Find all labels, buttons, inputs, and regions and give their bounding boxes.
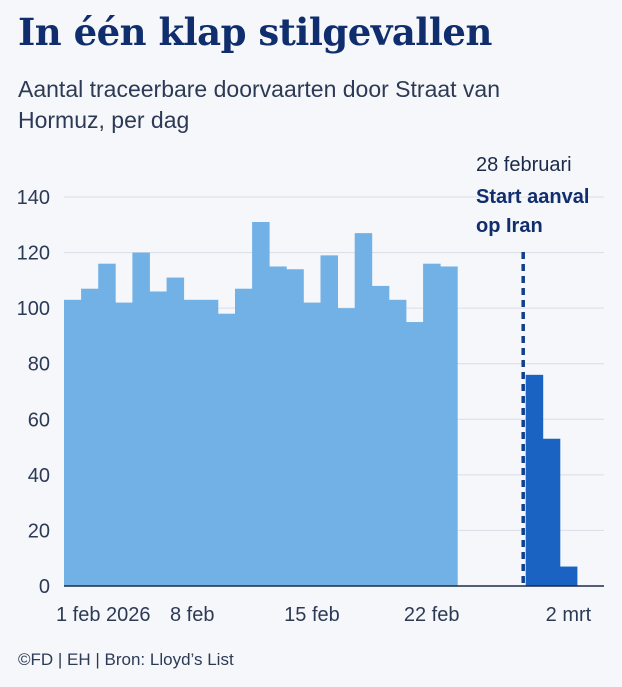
bar-20-feb bbox=[388, 299, 407, 586]
bar-16-feb bbox=[320, 255, 338, 586]
bar-18-feb bbox=[354, 233, 373, 586]
bar-11-feb bbox=[235, 288, 253, 586]
y-tick-label-120: 120 bbox=[17, 243, 50, 265]
y-tick-label-0: 0 bbox=[39, 576, 50, 598]
x-tick-label-8-feb: 8 feb bbox=[170, 604, 214, 626]
bar-4-feb bbox=[115, 302, 133, 586]
y-tick-label-80: 80 bbox=[28, 354, 50, 376]
bar-23-feb bbox=[440, 266, 458, 586]
chart-title: In één klap stilgevallen bbox=[18, 10, 492, 54]
annotation-event-line1: Start aanval bbox=[476, 186, 589, 208]
bar-14-feb bbox=[286, 269, 304, 586]
bar-3-feb bbox=[98, 263, 116, 586]
bar-13-feb bbox=[269, 266, 287, 586]
annotation-event-line2: op Iran bbox=[476, 215, 543, 237]
x-tick-label-22-feb: 22 feb bbox=[404, 604, 460, 626]
bar-17-feb bbox=[337, 308, 356, 586]
bars bbox=[64, 222, 578, 587]
bar-19-feb bbox=[371, 285, 390, 586]
bar-1-feb bbox=[64, 299, 82, 586]
chart-subtitle: Aantal traceerbare doorvaarten door Stra… bbox=[18, 76, 501, 133]
bar-28-feb bbox=[525, 374, 544, 586]
bar-1-mrt bbox=[542, 438, 561, 586]
annotation-date: 28 februari bbox=[476, 154, 572, 176]
y-tick-label-100: 100 bbox=[17, 298, 50, 320]
bar-15-feb bbox=[303, 302, 321, 586]
axes: 0 20 40 60 80 100 120 140 1 feb 2026 8 feb 15 feb 2… bbox=[17, 187, 604, 626]
bar-22-feb bbox=[423, 263, 441, 586]
y-tick-label-40: 40 bbox=[28, 465, 50, 487]
y-tick-label-140: 140 bbox=[17, 187, 50, 209]
source-credit: ©FD | EH | Bron: Lloyd’s List bbox=[18, 650, 234, 669]
x-tick-label-1-feb-2026: 1 feb 2026 bbox=[56, 604, 151, 626]
bar-21-feb bbox=[406, 322, 424, 586]
y-tick-label-60: 60 bbox=[28, 409, 50, 431]
bar-12-feb bbox=[252, 222, 270, 586]
bar-7-feb bbox=[166, 277, 185, 586]
x-tick-label-2-mrt: 2 mrt bbox=[546, 604, 592, 626]
bar-6-feb bbox=[149, 291, 167, 586]
bar-5-feb bbox=[132, 252, 150, 587]
x-tick-label-15-feb: 15 feb bbox=[284, 604, 340, 626]
bar-2-mrt bbox=[559, 566, 578, 586]
bar-10-feb bbox=[217, 313, 236, 586]
bar-2-feb bbox=[81, 288, 99, 586]
bar-8-feb bbox=[183, 299, 202, 586]
bar-chart: 0 20 40 60 80 100 120 140 1 feb 2026 8 feb 15 feb 2… bbox=[17, 154, 604, 626]
bar-9-feb bbox=[200, 299, 219, 586]
annotation: 28 februari Start aanval op Iran bbox=[476, 154, 589, 586]
y-tick-label-20: 20 bbox=[28, 520, 50, 542]
